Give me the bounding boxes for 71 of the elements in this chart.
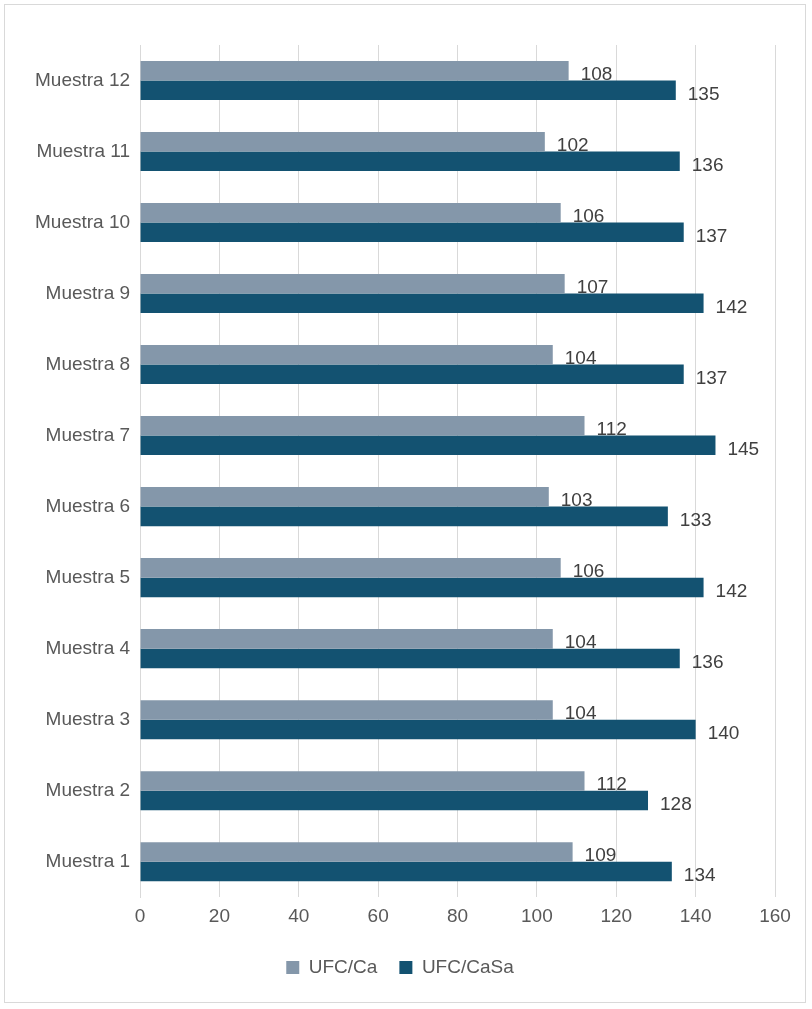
y-tick-label: Muestra 11 [36,139,131,161]
bar [140,558,561,578]
bar [140,700,553,720]
y-tick-label: Muestra 9 [45,281,131,303]
y-tick-label: Muestra 3 [45,707,131,729]
data-label: 108 [580,62,613,84]
data-label: 140 [707,721,740,743]
y-tick-label: Muestra 1 [45,849,131,871]
y-tick-label: Muestra 4 [45,636,131,658]
data-label: 142 [715,295,748,317]
y-tick-label: Muestra 6 [45,494,131,516]
bar [140,222,684,243]
y-tick-label: Muestra 10 [35,210,131,232]
data-label: 102 [556,133,589,155]
x-tick-label: 20 [208,904,230,926]
y-tick-label: Muestra 2 [45,778,131,800]
data-label: 112 [596,773,627,795]
data-label: 145 [727,437,760,459]
data-label: 106 [572,560,605,582]
data-label: 112 [596,418,627,440]
data-label: 136 [691,153,724,175]
bar [140,364,684,385]
y-tick-label: Muestra 5 [45,565,131,587]
data-label: 109 [584,844,617,866]
bar [140,293,704,314]
bar [140,790,649,811]
bar [140,80,676,101]
y-tick-label: Muestra 12 [35,68,131,90]
bar [140,345,553,365]
y-tick-label: Muestra 7 [45,423,131,445]
x-tick-label: 40 [288,904,310,926]
bar [140,861,672,882]
data-label: 104 [564,347,597,369]
bar [140,416,585,436]
x-tick-label: 120 [600,904,633,926]
data-label: 104 [564,631,597,653]
data-label: 104 [564,702,597,724]
x-tick-label: 0 [134,904,146,926]
bar [140,151,680,172]
x-tick-label: 80 [446,904,469,926]
data-label: 128 [660,792,692,814]
x-tick-label: 140 [679,904,712,926]
data-label: 106 [572,205,605,227]
bar [140,719,696,740]
bar [140,487,549,507]
data-label: 134 [683,863,716,885]
bar [140,648,680,669]
data-label: 103 [560,489,593,511]
bar [140,771,585,791]
data-label: 142 [715,579,748,601]
bar [140,842,573,862]
bar [140,203,561,223]
legend-label: UFC/CaSa [421,955,515,977]
bar [140,577,704,598]
y-tick-label: Muestra 8 [45,352,131,374]
x-tick-label: 160 [759,904,791,926]
bar [140,435,716,456]
x-tick-label: 60 [367,904,389,926]
data-label: 136 [691,650,724,672]
bar [140,274,565,294]
bar [140,629,553,649]
data-label: 137 [695,224,728,246]
data-label: 107 [576,276,609,298]
bar [140,60,569,81]
bar [140,132,545,152]
data-label: 135 [687,82,720,104]
bar [140,506,668,527]
x-tick-label: 100 [521,904,553,926]
data-label: 137 [695,366,728,388]
data-label: 133 [679,508,712,530]
legend-label: UFC/Ca [308,955,378,977]
